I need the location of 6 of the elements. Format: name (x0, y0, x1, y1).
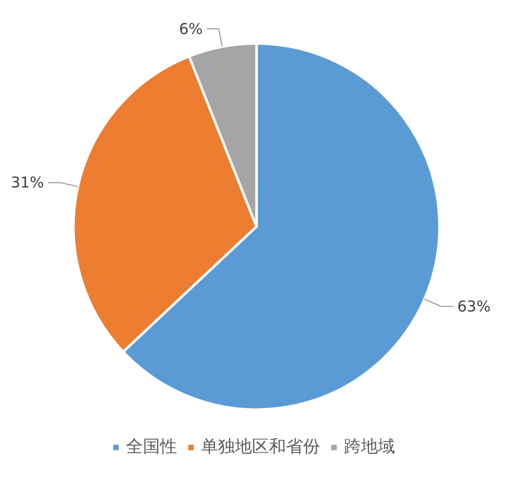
legend-label: 单独地区和省份 (201, 436, 320, 458)
legend-label: 全国性 (126, 436, 177, 458)
data-label: 31% (10, 174, 44, 192)
data-label: 63% (457, 297, 491, 316)
data-label: 6% (178, 20, 203, 38)
legend-label: 跨地域 (344, 436, 395, 458)
